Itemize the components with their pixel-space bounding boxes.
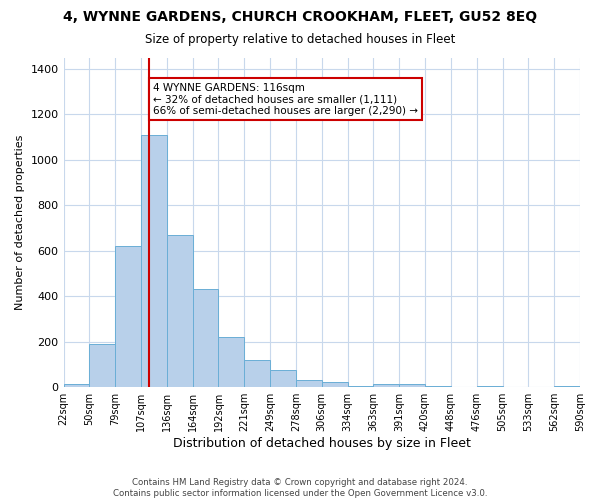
Bar (141, 135, 167, 387)
Text: 4 WYNNE GARDENS: 116sqm
← 32% of detached houses are smaller (1,111)
66% of semi: 4 WYNNE GARDENS: 116sqm ← 32% of detache… (153, 82, 418, 116)
Bar (296, 380, 322, 387)
Bar (218, 337, 244, 387)
Y-axis label: Number of detached properties: Number of detached properties (15, 134, 25, 310)
Bar (244, 360, 270, 387)
Bar (193, 290, 218, 387)
Bar (167, 235, 193, 387)
Bar (322, 382, 347, 387)
Text: 4, WYNNE GARDENS, CHURCH CROOKHAM, FLEET, GU52 8EQ: 4, WYNNE GARDENS, CHURCH CROOKHAM, FLEET… (63, 10, 537, 24)
Bar (554, 386, 580, 387)
Bar (399, 384, 425, 387)
Text: Size of property relative to detached houses in Fleet: Size of property relative to detached ho… (145, 32, 455, 46)
Bar (64, 384, 89, 387)
Bar (89, 344, 115, 387)
Bar (115, 246, 141, 387)
Bar (477, 386, 503, 387)
Bar (373, 384, 399, 387)
Bar (425, 386, 451, 387)
Text: Contains HM Land Registry data © Crown copyright and database right 2024.
Contai: Contains HM Land Registry data © Crown c… (113, 478, 487, 498)
Bar (270, 370, 296, 387)
Bar (347, 386, 373, 387)
X-axis label: Distribution of detached houses by size in Fleet: Distribution of detached houses by size … (173, 437, 471, 450)
